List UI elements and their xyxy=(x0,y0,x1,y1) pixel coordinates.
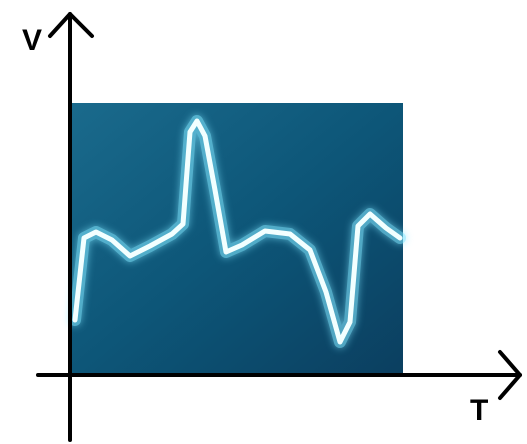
y-axis-label: V xyxy=(22,24,42,57)
x-axis-label: T xyxy=(470,394,488,427)
page: V T (() => { const data = JSON.parse(doc… xyxy=(0,0,527,444)
diagram: V T xyxy=(0,0,527,444)
